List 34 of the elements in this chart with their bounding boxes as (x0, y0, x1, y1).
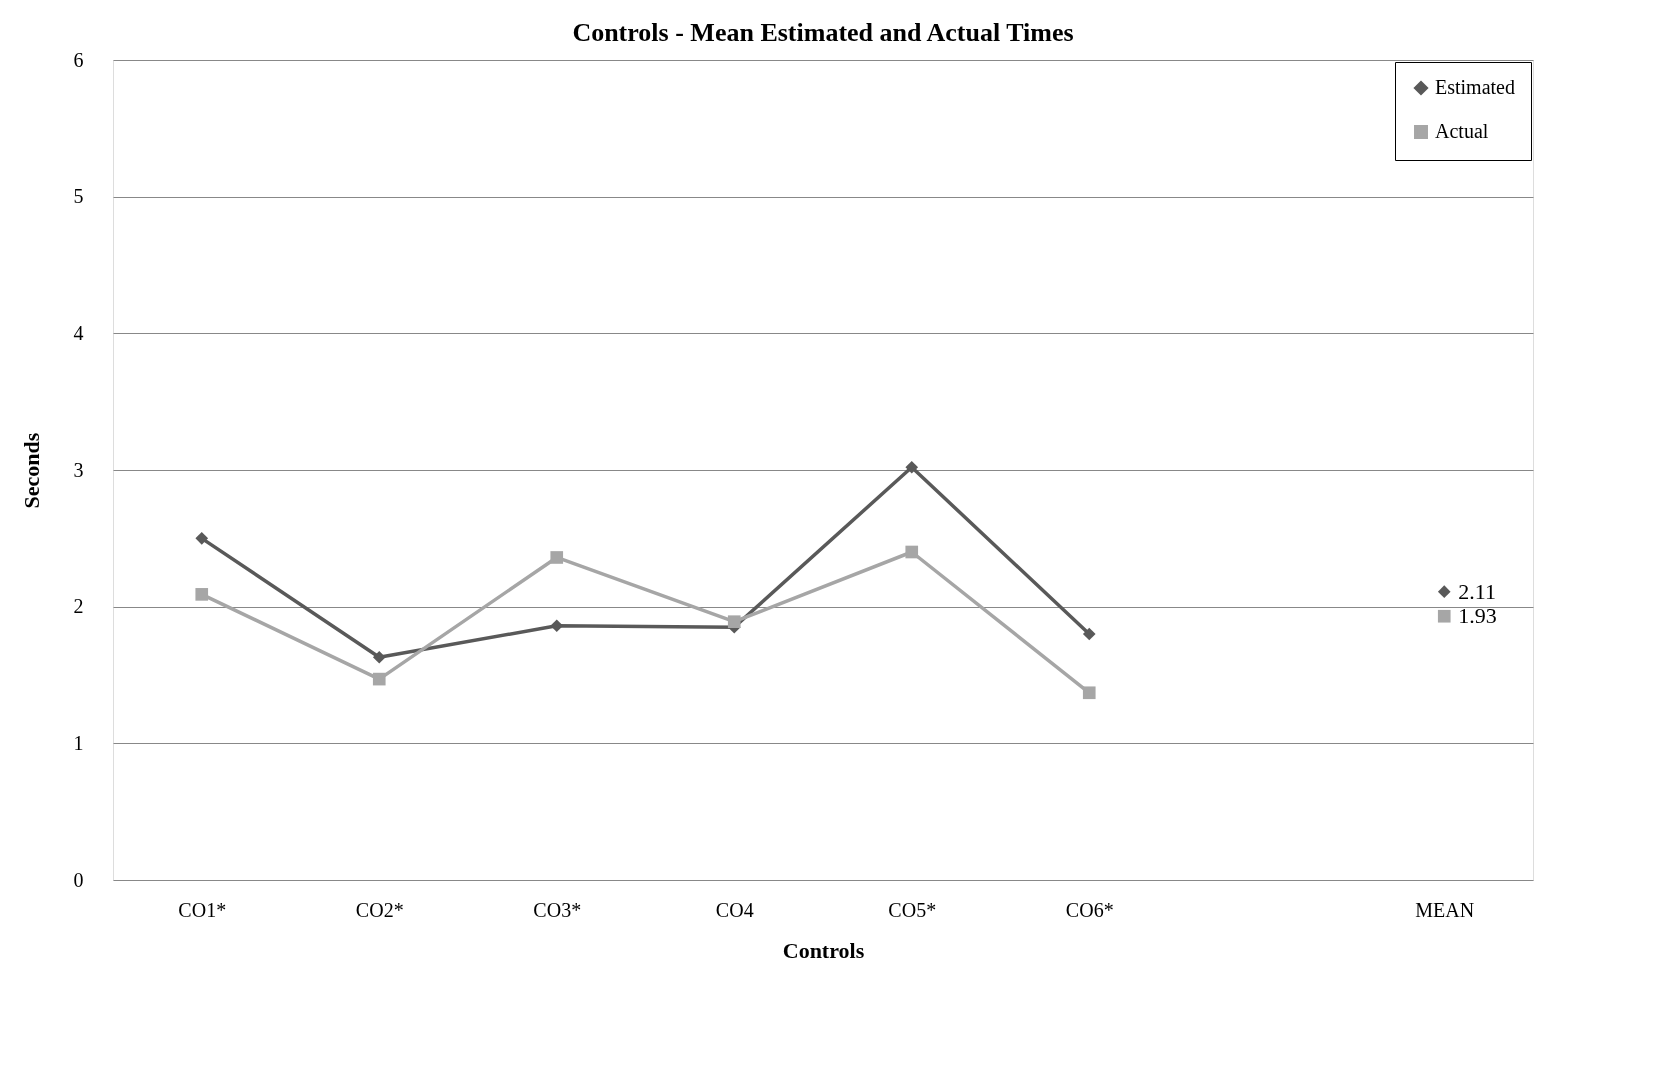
x-tick-label: CO4 (715, 898, 754, 921)
y-tick-label: 1 (73, 731, 84, 754)
data-label: 1.93 (1458, 603, 1497, 629)
y-tick-label: 6 (73, 48, 84, 71)
point (195, 532, 209, 545)
chart-title: Controls - Mean Estimated and Actual Times (572, 18, 1074, 47)
y-axis-title: Seconds (18, 432, 44, 509)
y-tick-label: 3 (73, 458, 84, 481)
legend-label: Estimated (1435, 76, 1515, 98)
x-tick-label: CO3* (533, 898, 582, 921)
point (195, 588, 209, 601)
x-axis-title: Controls (782, 937, 865, 963)
y-tick-label: 5 (73, 185, 84, 208)
x-tick-label: CO1* (178, 898, 227, 921)
point (372, 672, 386, 686)
point (372, 650, 386, 664)
legend-label: Actual (1435, 120, 1489, 142)
y-tick-label: 0 (73, 868, 84, 891)
point (1082, 686, 1096, 700)
y-tick-label: 4 (73, 321, 84, 344)
point (905, 545, 919, 559)
point (1437, 585, 1451, 598)
point (727, 615, 741, 629)
data-label: 2.11 (1458, 578, 1496, 604)
x-tick-label: CO6* (1065, 898, 1114, 921)
point (1437, 609, 1451, 623)
point (905, 460, 919, 474)
point (550, 619, 564, 633)
x-tick-label: CO2* (355, 898, 404, 921)
point (550, 551, 564, 564)
y-tick-label: 2 (73, 595, 84, 618)
x-tick-label: MEAN (1415, 898, 1475, 921)
x-tick-label: CO5* (888, 898, 937, 921)
point (1082, 627, 1096, 641)
